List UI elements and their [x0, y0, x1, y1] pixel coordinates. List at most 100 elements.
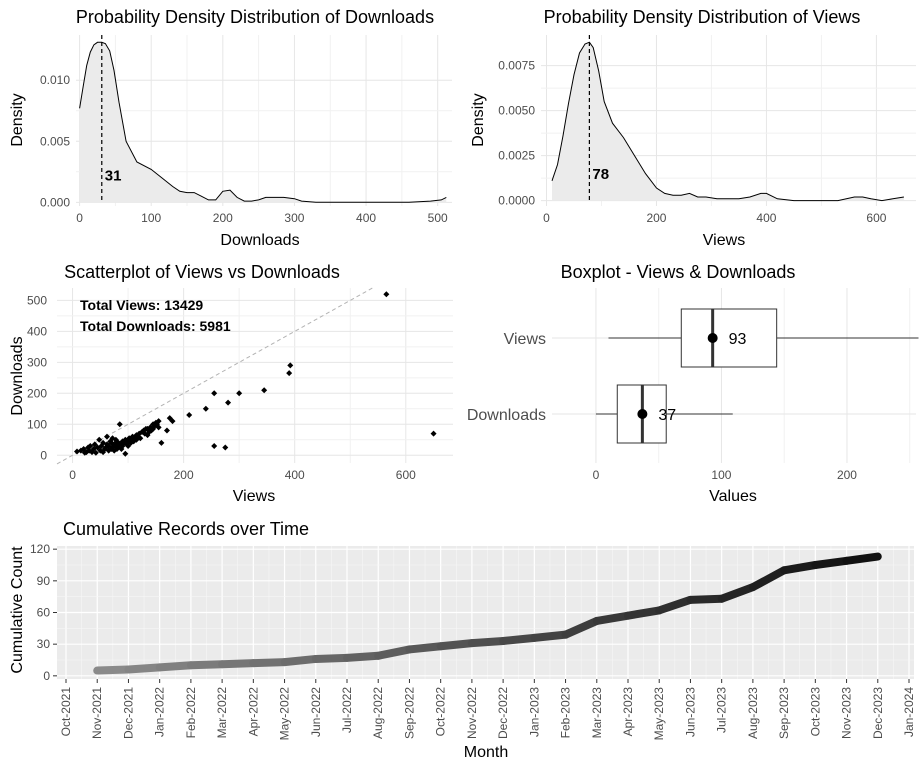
x-tick-label: Jan-2022 [153, 687, 167, 737]
cumulative-panel: Oct-2021 Nov-2021 Dec-2021 Jan-2022 Feb-2022… [9, 519, 916, 761]
y-tick-label: 0.0025 [498, 149, 535, 163]
x-tick-label: Feb-2023 [559, 687, 573, 739]
y-tick-label: 0.010 [40, 73, 70, 87]
x-tick-label: Oct-2021 [59, 687, 73, 737]
line-segment [811, 556, 851, 569]
mode-label: 31 [105, 168, 122, 185]
scatter-point [236, 390, 243, 397]
x-tick-label: Jan-2024 [902, 687, 916, 737]
line-segment [374, 645, 414, 660]
density-area [551, 42, 904, 201]
density-curve [551, 41, 904, 202]
y-axis-label: Density [9, 93, 26, 146]
x-tick-label: Dec-2021 [121, 687, 135, 739]
scatter-point [158, 439, 165, 446]
y-axis-label: Cumulative Count [9, 546, 26, 674]
tick-labels: Oct-2021 Nov-2021 Dec-2021 Jan-2022 Feb-2022… [30, 542, 916, 740]
line-segment [499, 633, 539, 645]
scatter-point [225, 399, 232, 406]
y-tick-label: 60 [37, 606, 51, 620]
scatter-point [96, 436, 103, 443]
x-axis-label: Downloads [220, 232, 299, 249]
x-tick-label: Jul-2022 [340, 687, 354, 733]
reference-line [56, 287, 373, 465]
x-tick-label: 300 [284, 211, 304, 225]
scatter-panel: 0 200 400 600 0 100 200 300 400 500 Scatterplot o… [9, 262, 453, 505]
x-tick-label: Mar-2023 [590, 687, 604, 739]
line-segment [218, 659, 258, 669]
x-tick-label: 200 [837, 468, 857, 482]
line-segment [748, 566, 789, 592]
x-tick-label: May-2022 [278, 687, 292, 741]
scatter-point [261, 387, 268, 394]
scatter-marks [56, 287, 437, 465]
scatter-point [155, 424, 162, 431]
x-tick-label: Apr-2022 [246, 687, 260, 737]
x-tick-label: 0 [69, 468, 76, 482]
line-segment [655, 595, 695, 615]
x-tick-label: 400 [285, 468, 305, 482]
y-category-label: Views [504, 331, 546, 348]
x-axis-label: Views [233, 488, 275, 505]
x-tick-label: Aug-2022 [371, 687, 385, 739]
x-tick-label: Jul-2023 [715, 687, 729, 733]
scatter-point [169, 418, 176, 425]
mean-label: 93 [729, 331, 747, 348]
x-tick-label: 200 [213, 211, 233, 225]
scatter-point [383, 291, 390, 298]
x-tick-label: 0 [593, 468, 600, 482]
x-tick-label: Mar-2022 [215, 687, 229, 739]
density-marks: 78 [551, 35, 904, 202]
chart-title: Cumulative Records over Time [63, 519, 309, 539]
y-tick-label: 200 [27, 386, 47, 400]
tick-labels: 0 200 400 600 0 100 200 300 400 500 [27, 293, 416, 482]
x-tick-label: 400 [356, 211, 376, 225]
x-tick-label: 400 [756, 211, 776, 225]
x-tick-label: 200 [646, 211, 666, 225]
y-tick-label: 0.0050 [498, 104, 535, 118]
line-segment [249, 658, 289, 668]
x-tick-label: 600 [866, 211, 886, 225]
line-segment [436, 639, 476, 651]
y-tick-label: 0 [40, 448, 47, 462]
y-tick-label: 100 [27, 417, 47, 431]
x-tick-label: 0 [76, 211, 83, 225]
scatter-point [92, 449, 99, 456]
line-segment [717, 583, 757, 603]
y-tick-label: 0.000 [40, 195, 70, 209]
line-segment [686, 594, 726, 604]
chart-title: Probability Density Distribution of Down… [76, 7, 434, 27]
scatter-point [430, 430, 437, 437]
line-segment [155, 661, 195, 672]
x-tick-label: Jan-2023 [527, 687, 541, 737]
density-marks: 31 [79, 35, 447, 203]
x-tick-label: Sep-2023 [777, 687, 791, 739]
x-tick-label: Nov-2022 [465, 687, 479, 739]
x-tick-label: Feb-2022 [184, 687, 198, 739]
y-axis-label: Density [470, 93, 487, 146]
x-tick-label: Dec-2023 [871, 687, 885, 739]
x-tick-label: 600 [396, 468, 416, 482]
tick-labels: 0 100 200 300 400 500 0.000 0.005 0.010 [40, 73, 448, 225]
density-curve [79, 41, 447, 203]
x-tick-label: Nov-2021 [90, 687, 104, 739]
line-marks [93, 552, 882, 675]
scatter-point [202, 405, 209, 412]
x-tick-label: Aug-2023 [746, 687, 760, 739]
scatter-point [155, 418, 162, 425]
scatter-point [211, 442, 218, 449]
mean-point [707, 333, 718, 343]
total-views-annotation: Total Views: 13429 [80, 297, 203, 313]
tick-labels: 0 100 200 Views Downloads [467, 331, 857, 482]
x-tick-label: Oct-2023 [808, 687, 822, 737]
y-tick-label: 0.0075 [498, 59, 535, 73]
y-tick-label: 90 [37, 574, 51, 588]
line-segment [592, 611, 632, 625]
line-segment [561, 616, 601, 639]
y-category-label: Downloads [467, 407, 546, 424]
y-tick-label: 30 [37, 637, 51, 651]
y-tick-label: 400 [27, 324, 47, 338]
y-tick-label: 0.0000 [498, 194, 535, 208]
scatter-point [137, 435, 144, 442]
